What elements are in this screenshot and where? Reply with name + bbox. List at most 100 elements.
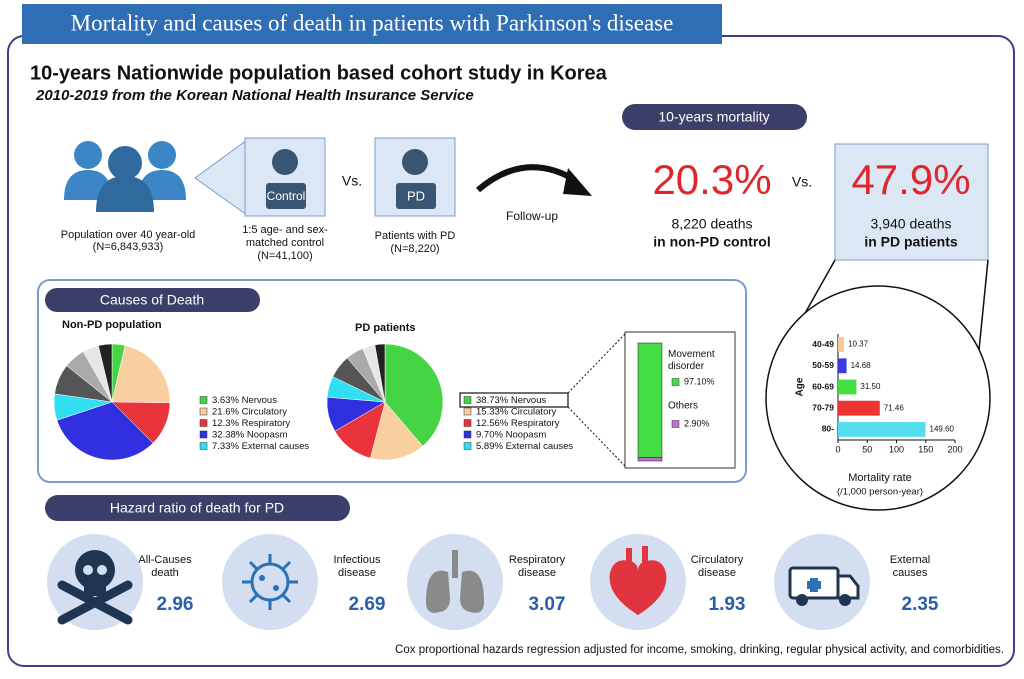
bar (838, 379, 857, 395)
legend-value: 12.56% (476, 418, 509, 429)
zoom-line (977, 259, 989, 361)
arrow (476, 164, 577, 193)
x-tick-label: 100 (889, 444, 904, 454)
bar (838, 421, 926, 437)
hazard-label: Circulatory (691, 554, 744, 566)
pie-title: Non-PD population (62, 319, 162, 331)
pie-slice (370, 401, 424, 461)
hazard-label: Infectious (333, 554, 381, 566)
legend-label: 21.6% Circulatory (212, 406, 287, 417)
follow-up: Follow-up (506, 209, 558, 223)
hazard-label: External (890, 554, 930, 566)
hazard-value: 2.69 (349, 594, 386, 615)
hazard-icon-bgs (47, 534, 870, 630)
legend-label: 9.70% Noopasm (476, 429, 546, 440)
legend-value: 21.6% (212, 406, 239, 417)
legend-value: 32.38% (212, 429, 245, 440)
note: Cox proportional hazards regression adju… (395, 644, 1004, 656)
legend-name: Movement disorder (668, 349, 715, 372)
pd-tag: PD (407, 188, 425, 203)
lungs-icon (426, 550, 484, 613)
stacked-segment (637, 342, 663, 458)
legend-swatch (463, 442, 472, 450)
legend-swatch (199, 407, 208, 416)
hazard-label: disease (698, 567, 736, 579)
legend-name: Circulatory (242, 406, 288, 417)
legend-label: 5.89% External causes (476, 441, 573, 452)
legend-swatch (463, 430, 472, 439)
study-title: 10-years Nationwide population based coh… (30, 62, 608, 84)
hazard-label: disease (338, 567, 376, 579)
legend-swatch (199, 396, 208, 404)
control-deaths: 8,220 deaths (672, 216, 753, 232)
value-label: 71.46 (884, 403, 905, 412)
legend-name: Nervous (511, 395, 547, 406)
hazard-value: 3.07 (529, 594, 566, 615)
legend-name-line: Movement (668, 349, 715, 360)
mortality-title: 10-years mortality (658, 109, 769, 125)
pie-title: PD patients (355, 322, 416, 334)
legend-swatch (199, 442, 208, 450)
stacked-segment (637, 457, 663, 462)
causes-pill (45, 288, 260, 312)
hazard-title: Hazard ratio of death for PD (110, 500, 284, 516)
legend-swatch (463, 407, 472, 416)
legend-name: External causes (242, 441, 310, 452)
control-icon (272, 149, 298, 175)
x-tick-label: 0 (835, 444, 840, 454)
legend-name: Noopasm (247, 429, 288, 440)
pie-slice (374, 343, 386, 403)
x-tick-label: 50 (862, 444, 872, 454)
control-label: matched control (246, 237, 324, 249)
legend-name: Respiratory (242, 418, 291, 429)
legend-name: Noopasm (506, 429, 547, 440)
legend-value: 2.90% (684, 418, 710, 428)
legend-value: 15.33% (476, 406, 509, 417)
legend-name: Others (668, 401, 698, 412)
legend-name: Circulatory (511, 406, 557, 417)
pd-tag-bg (396, 183, 436, 209)
heart-icon (609, 546, 667, 615)
legend-value: 12.3% (212, 418, 239, 429)
mortality-pill (622, 104, 807, 130)
x-tick-label: 150 (918, 444, 933, 454)
study-subtitle: 2010-2019 from the Korean National Healt… (35, 87, 474, 104)
y-tick-label: 80- (822, 424, 834, 434)
legend-value: 3.63% (212, 395, 239, 406)
legend-label: 15.33% Circulatory (476, 406, 557, 417)
y-tick-label: 50-59 (812, 360, 834, 370)
legend-swatch (199, 419, 208, 427)
control-group: in non-PD control (653, 234, 770, 250)
hazard-pill (45, 495, 350, 521)
control-n: (N=41,100) (257, 250, 312, 262)
x-tick-label: 200 (947, 444, 962, 454)
hazard-label: Respiratory (509, 554, 566, 566)
legend-name: Respiratory (511, 418, 560, 429)
virus-icon (242, 554, 298, 610)
value-label: 14.68 (851, 361, 872, 370)
legend-value: 9.70% (476, 429, 503, 440)
legend-swatch (671, 378, 680, 386)
zoom-circle (765, 285, 991, 511)
legend-swatch (463, 419, 472, 427)
bar (838, 400, 880, 416)
legend-label: 38.73% Nervous (476, 395, 546, 406)
hazard-label: death (151, 567, 179, 579)
skull-icon (57, 550, 133, 625)
hazard-label: disease (518, 567, 556, 579)
ambulance-icon (788, 566, 860, 606)
hazard-value: 2.35 (902, 594, 939, 615)
dotted-connector (567, 333, 626, 467)
legend-swatch (671, 420, 680, 428)
causes-title: Causes of Death (100, 292, 204, 308)
y-axis-label: Age (795, 377, 806, 396)
pie-slice (384, 343, 444, 447)
x-axis-note: (/1,000 person-year) (837, 487, 923, 498)
legend-label: 12.3% Respiratory (212, 418, 290, 429)
legend-name-line: disorder (668, 361, 705, 372)
pie-slice (98, 343, 113, 403)
hazard-label: All-Causes (138, 554, 192, 566)
arrow-head (563, 168, 592, 196)
legend-value: 7.33% (212, 441, 239, 452)
